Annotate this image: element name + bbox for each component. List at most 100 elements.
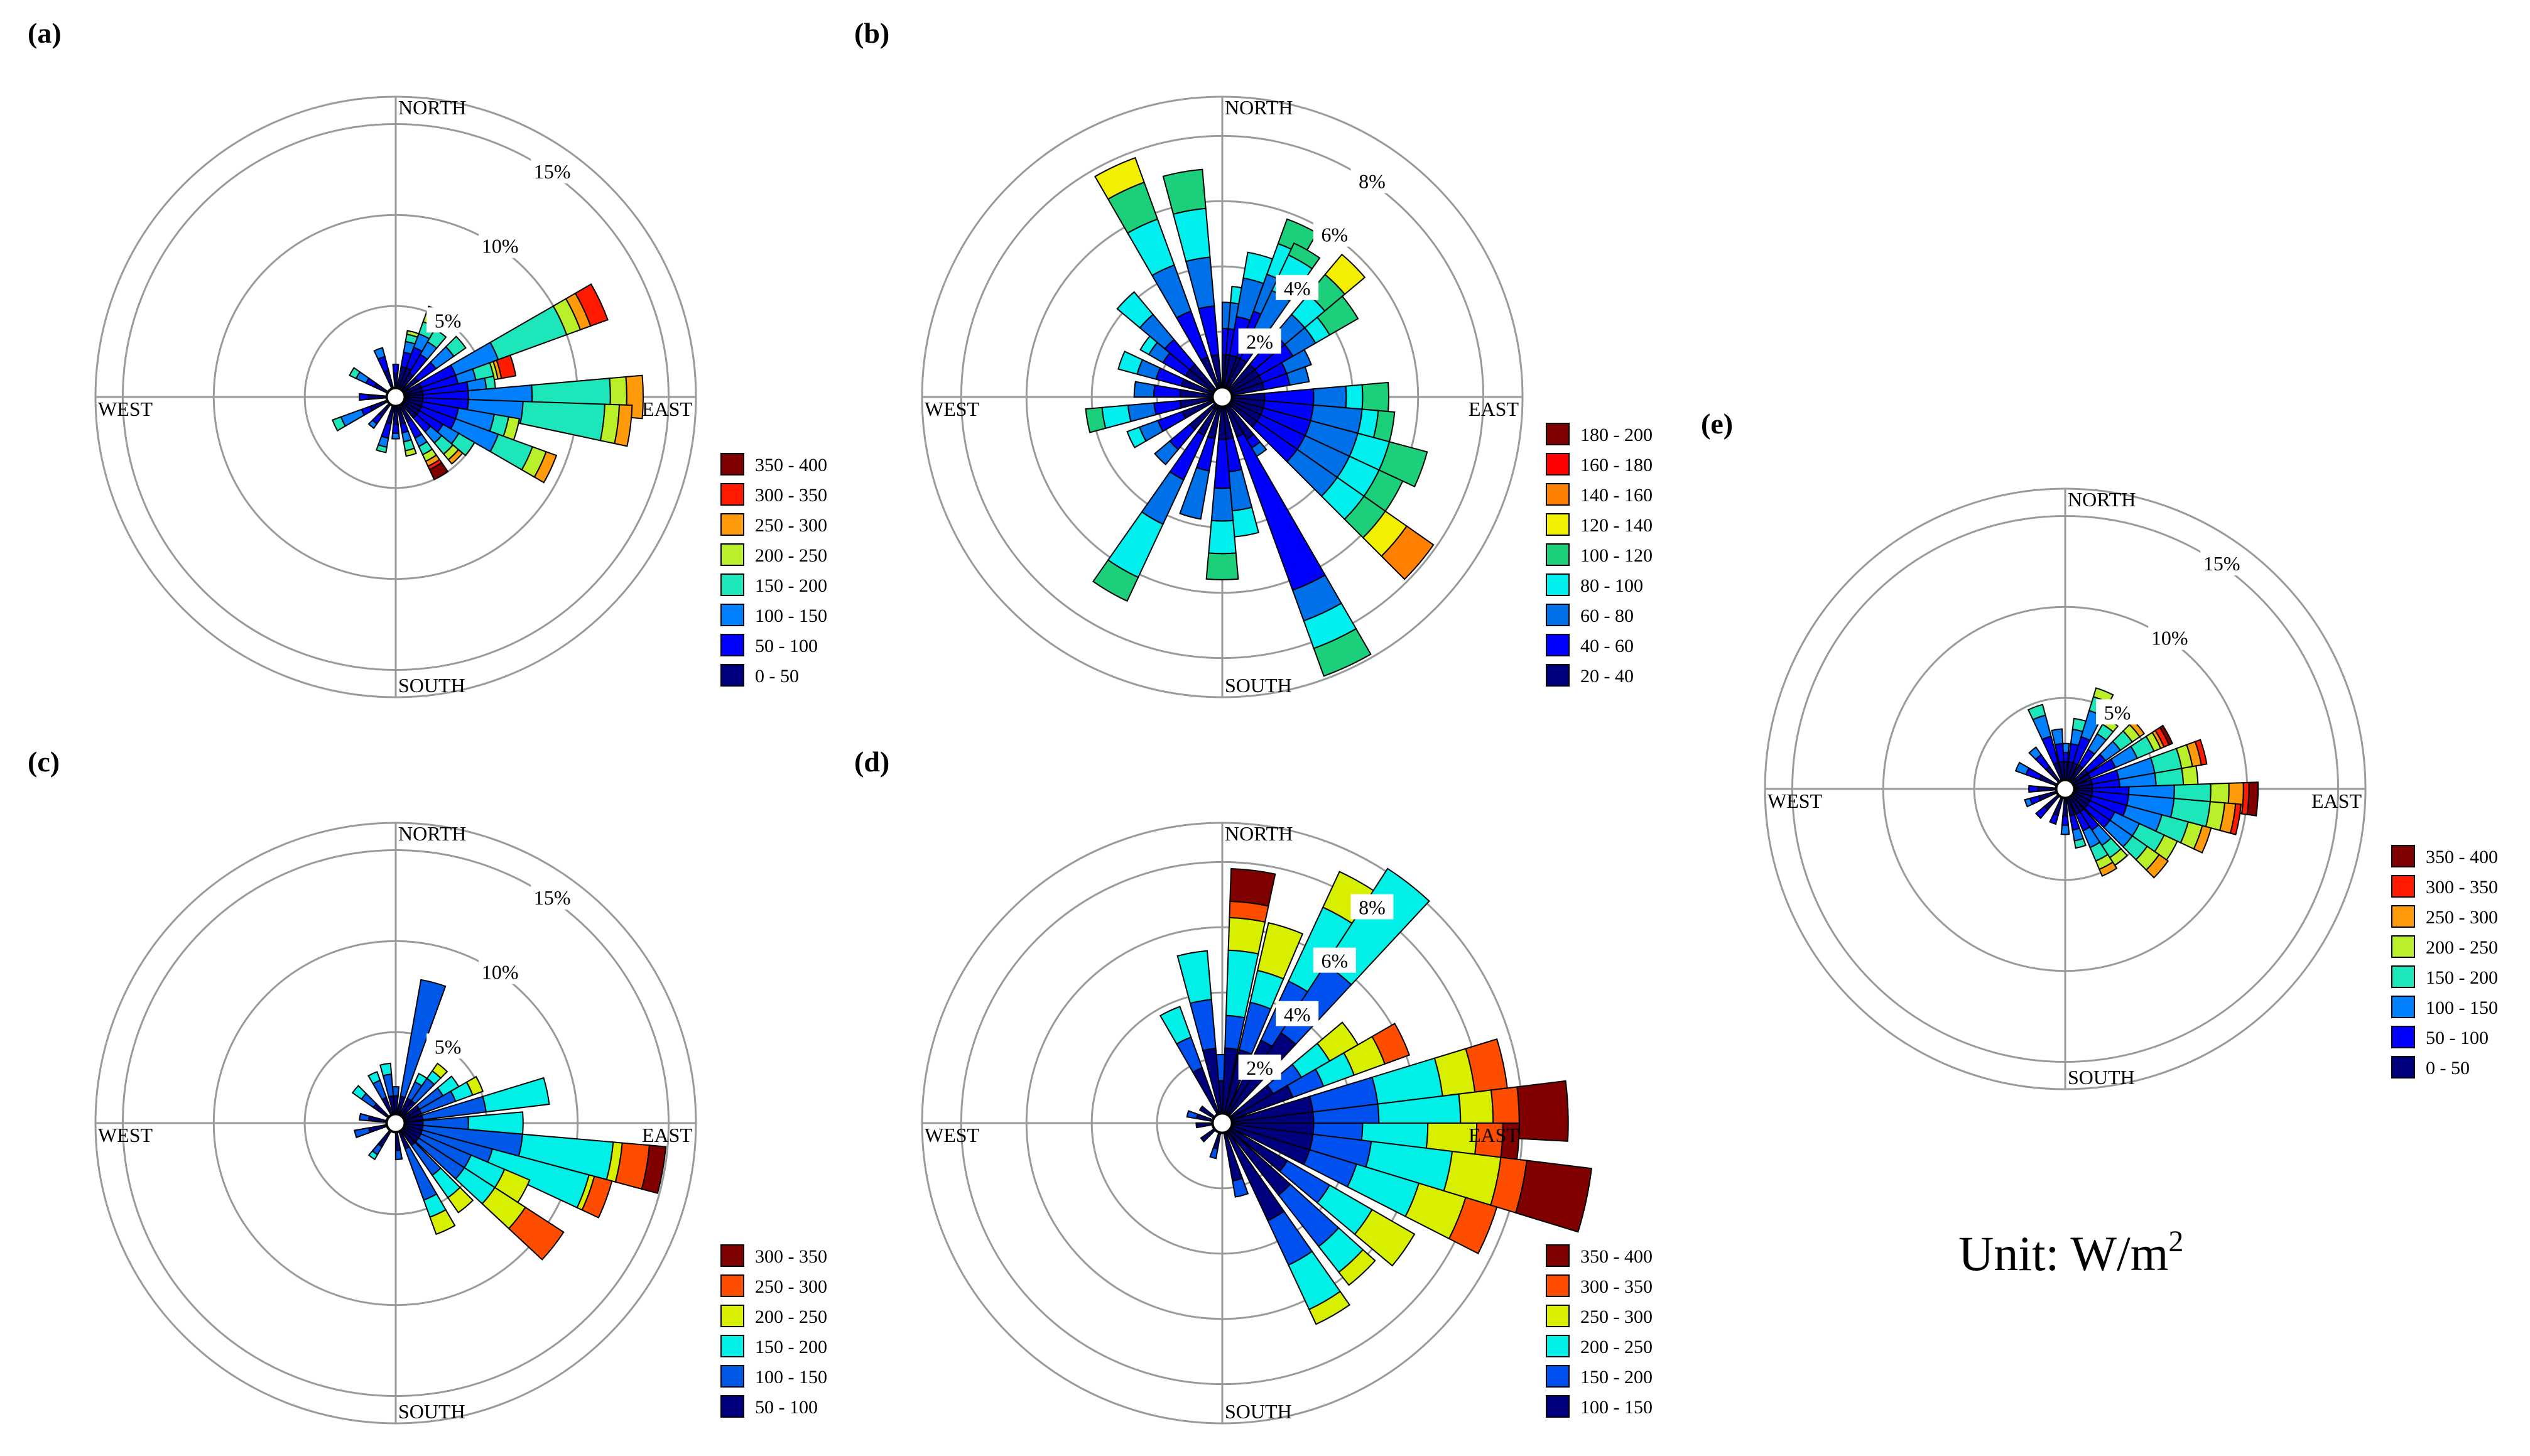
panel-d-legend-label-3: 250 - 300	[1580, 1307, 1653, 1327]
panel-c-sector-15-bin-1	[399, 979, 447, 1099]
panel-a-sector-115-bin-5	[533, 450, 558, 484]
unit-label-text: Unit: W/m	[1958, 1226, 2168, 1281]
panel-a-legend-label-6: 300 - 350	[755, 485, 827, 506]
panel-b-ring-label-bg-2	[1313, 221, 1356, 247]
panel-b-ring-label-bg-0	[1238, 328, 1281, 354]
panel-b-sector-260-bin-4	[1085, 406, 1107, 433]
panel-d-ring-label-bg-2	[1313, 947, 1356, 973]
panel-c-ring-label-bg-2	[531, 884, 574, 910]
panel-e-sector-352-bin-2	[2051, 728, 2064, 746]
panel-c-label: (c)	[28, 746, 60, 778]
panel-c-sector-335-bin-2	[367, 1071, 381, 1085]
panel-b-sector-275-bin-2	[1133, 381, 1156, 398]
panel-b-sector-315-bin-3	[1116, 291, 1154, 329]
panel-b-sector-225-bin-2	[1154, 440, 1180, 465]
panel-d-north-label: NORTH	[1225, 822, 1293, 845]
panel-c-legend-label-0: 50 - 100	[755, 1397, 818, 1418]
panel-b-ring-label-bg-1	[1276, 274, 1319, 300]
panel-c-sector-280-bin-1	[359, 1112, 371, 1122]
panel-b-legend-label-7: 160 - 180	[1580, 455, 1653, 475]
panel-e-legend-label-1: 50 - 100	[2426, 1028, 2489, 1048]
panel-d: (d) 2% 4% 6% 8% NORTH SOUTH WEST EAST 350 - 400 30…	[854, 746, 1653, 1425]
panel-e-sector-225-bin-1	[2034, 805, 2049, 820]
panel-b-ring-label-3: 8%	[1359, 170, 1386, 193]
panel-e-center	[2055, 778, 2076, 800]
panel-e-sector-93-bin-7	[2246, 781, 2259, 817]
panel-c-sector-40-bin-3	[431, 1062, 448, 1079]
panel-b-sector-65-bin-2	[1281, 349, 1312, 374]
panel-b-sector-90-bin-3	[1345, 384, 1364, 410]
panel-b-sector-90-bin-2	[1312, 385, 1347, 409]
panel-b-sector-180-bin-4	[1205, 552, 1239, 580]
panel-c-ring-label-bg-0	[426, 1033, 470, 1059]
panel-d-ring-label-bg-1	[1276, 1001, 1319, 1026]
panel-e-label: (e)	[1701, 408, 1733, 440]
panel-d-sector-195-bin-0	[1212, 1131, 1222, 1150]
panel-d-sector-230-bin-0	[1200, 1127, 1217, 1143]
panel-c-legend-label-2: 150 - 200	[755, 1337, 827, 1357]
panel-c-legend-label-3: 200 - 250	[755, 1307, 827, 1327]
panel-d-sector-150-bin-3	[1308, 1290, 1350, 1325]
panel-e-legend-swatch-5	[2391, 905, 2415, 928]
panel-b-sector-130-bin-6	[1381, 525, 1435, 580]
panel-b-sector-30-bin-4	[1288, 242, 1321, 270]
panel-e-sector-270-bin-0	[2037, 786, 2057, 792]
panel-b-sector-195-bin-2	[1179, 467, 1210, 520]
panel-c-ring-label-2: 15%	[534, 886, 571, 909]
panel-a-sector-65-bin-3	[489, 305, 568, 361]
panel-a-legend-swatch-1	[720, 634, 744, 656]
panel-e-sector-270-bin-1	[2028, 785, 2039, 793]
panel-b-legend-swatch-1	[1546, 634, 1570, 656]
panel-d-sector-335-bin-2	[1159, 1006, 1192, 1045]
panel-c-sector-350-bin-2	[379, 1062, 393, 1077]
panel-c-legend-swatch-5	[720, 1244, 744, 1267]
panel-a-legend-swatch-6	[720, 483, 744, 506]
panel-d-legend-swatch-1	[1546, 1365, 1570, 1388]
panel-d-sector-265-bin-0	[1195, 1122, 1213, 1129]
panel-c-sector-280-bin-0	[367, 1115, 388, 1123]
panel-a-ring-label-2: 15%	[534, 160, 571, 183]
panel-b-north-label: NORTH	[1225, 96, 1293, 119]
panel-a-legend-swatch-2	[720, 604, 744, 626]
panel-d-west-label: WEST	[925, 1124, 980, 1146]
panel-d-legend-label-0: 100 - 150	[1580, 1397, 1653, 1418]
panel-d-ring-label-bg-3	[1350, 894, 1394, 920]
panel-a-sector-195-bin-3	[376, 443, 388, 454]
unit-superscript: 2	[2168, 1225, 2183, 1258]
panel-a-north-label: NORTH	[398, 96, 466, 119]
panel-e-sector-180-bin-2	[2060, 824, 2070, 835]
panel-d-center	[1211, 1112, 1234, 1134]
panel-e-sector-130-bin-5	[2145, 854, 2169, 879]
panel-b-sector-45-bin-5	[1324, 253, 1366, 295]
panel-b-center	[1211, 386, 1234, 408]
panel-d-ring-label-bg-0	[1238, 1054, 1281, 1080]
panel-e-east-label: EAST	[2311, 790, 2362, 812]
panel-a-sector-180-bin-2	[391, 432, 400, 440]
panel-a-legend-label-7: 350 - 400	[755, 455, 827, 475]
panel-a-south-label: SOUTH	[398, 674, 465, 697]
panel-a-sector-300-bin-0	[373, 383, 389, 394]
panel-a-legend-swatch-4	[720, 543, 744, 566]
panel-b-legend-label-3: 80 - 100	[1580, 575, 1643, 596]
panel-c-sector-65-bin-3	[465, 1075, 484, 1096]
panel-b-legend-swatch-5	[1546, 513, 1570, 536]
panel-a-sector-270-bin-0	[367, 394, 388, 400]
panel-e-legend-swatch-7	[2391, 845, 2415, 867]
panel-e-legend-swatch-2	[2391, 996, 2415, 1018]
panel-c-sector-215-bin-0	[377, 1129, 393, 1148]
panel-e-sector-62-bin-7	[2159, 724, 2174, 746]
panel-a-sector-220-bin-2	[367, 419, 378, 430]
panel-d-sector-125-bin-3	[1354, 1209, 1416, 1267]
panel-c: (c) 5% 10% 15% NORTH SOUTH WEST EAST 300 - 350 25…	[28, 746, 827, 1425]
panel-c-sector-140-bin-3	[447, 1186, 474, 1214]
panel-d-legend-swatch-3	[1546, 1305, 1570, 1327]
panel-d-sector-350-bin-2	[1176, 950, 1212, 1004]
panel-b-sector-335-bin-5	[1094, 156, 1145, 200]
panel-a-sector-135-bin-5	[447, 448, 464, 465]
panel-b-sector-290-bin-3	[1117, 350, 1144, 375]
panel-e-north-label: NORTH	[2068, 488, 2136, 511]
panel-a-ring-label-1: 10%	[482, 235, 519, 258]
panel-d-sector-137-bin-3	[1338, 1249, 1376, 1286]
panel-d-sector-7-bin-5	[1229, 867, 1276, 907]
panel-d-legend-label-4: 300 - 350	[1580, 1276, 1653, 1297]
